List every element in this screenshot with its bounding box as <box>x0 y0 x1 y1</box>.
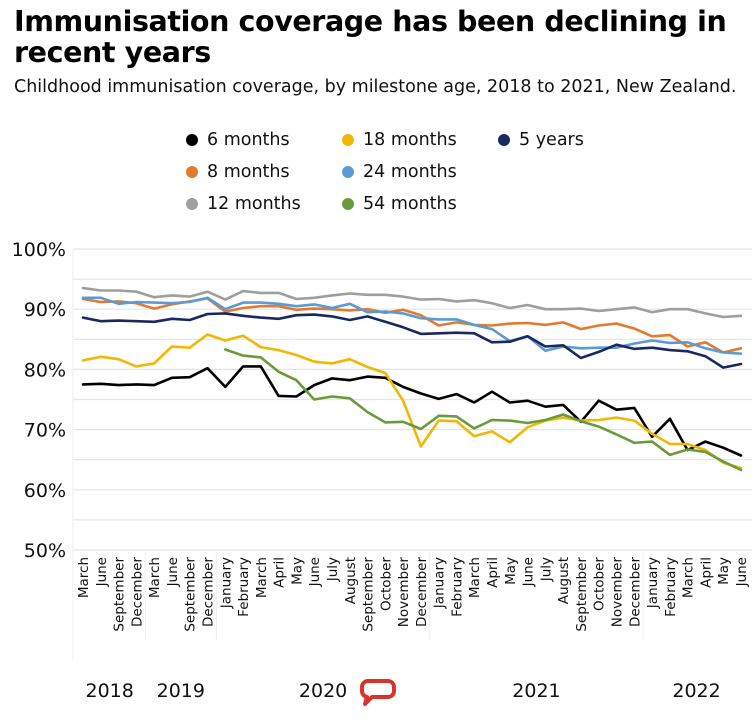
gridlines <box>72 248 752 660</box>
x-tick-label: December <box>414 557 430 627</box>
x-tick-label: April <box>698 557 714 588</box>
x-tick-label: December <box>200 557 216 627</box>
x-tick-label: September <box>112 557 128 632</box>
x-tick-label: July <box>538 557 554 582</box>
x-tick-label: October <box>378 557 394 611</box>
y-tick-label: 50% <box>24 540 66 562</box>
y-axis: 50% 60% 70% 80% 90% 100% <box>12 239 66 562</box>
legend-label-5-years: 5 years <box>519 130 584 150</box>
y-tick-label: 100% <box>12 239 66 261</box>
year-label: 2020 <box>299 680 347 702</box>
legend-label-18-months: 18 months <box>363 130 457 150</box>
x-tick-label: March <box>76 557 92 598</box>
legend-item-6-months[interactable]: 6 months <box>186 130 290 150</box>
series-line-8-months <box>81 297 743 354</box>
legend-label-54-months: 54 months <box>363 194 457 214</box>
legend-item-12-months[interactable]: 12 months <box>186 194 301 214</box>
x-tick-label: June <box>307 557 323 587</box>
y-tick-label: 70% <box>24 420 66 442</box>
x-tick-label: September <box>361 557 377 632</box>
legend-item-8-months[interactable]: 8 months <box>186 162 290 182</box>
x-tick-label: January <box>218 557 234 609</box>
x-tick-label: January <box>432 557 448 609</box>
x-tick-label: November <box>396 557 412 628</box>
x-tick-label: April <box>485 557 501 588</box>
x-tick-label: July <box>325 557 341 582</box>
legend-label-8-months: 8 months <box>207 162 290 182</box>
series-line-5-years <box>81 312 743 369</box>
x-tick-label: May <box>716 557 732 585</box>
series-line-6-months <box>81 365 743 457</box>
x-tick-label: June <box>165 557 181 587</box>
x-tick-label: February <box>449 557 465 617</box>
chart-title: Immunisation coverage has been declining… <box>14 5 727 69</box>
x-tick-label: September <box>574 557 590 632</box>
legend-dot-12-months <box>186 198 198 210</box>
x-tick-label: November <box>610 557 626 628</box>
legend-dot-6-months <box>186 134 198 146</box>
series-line-54-months <box>224 348 743 472</box>
x-tick-label: June <box>94 557 110 587</box>
x-tick-label: March <box>467 557 483 598</box>
legend: 6 months 8 months 12 months 18 months 24… <box>186 130 626 226</box>
year-label: 2019 <box>157 680 205 702</box>
legend-dot-24-months <box>342 166 354 178</box>
x-tick-label: February <box>663 557 679 617</box>
x-tick-label: March <box>681 557 697 598</box>
year-label: 2022 <box>672 680 720 702</box>
x-tick-label: March <box>254 557 270 598</box>
x-tick-label: August <box>343 557 359 604</box>
x-tick-label: December <box>627 557 643 627</box>
x-tick-label: December <box>129 557 145 627</box>
series-lines <box>81 286 743 472</box>
chart-subtitle: Childhood immunisation coverage, by mile… <box>14 77 737 97</box>
series-line-24-months <box>81 296 743 355</box>
x-tick-label: June <box>521 557 537 587</box>
legend-item-18-months[interactable]: 18 months <box>342 130 457 150</box>
x-tick-label: February <box>236 557 252 617</box>
year-label: 2018 <box>85 680 133 702</box>
y-tick-label: 60% <box>24 480 66 502</box>
series-line-12-months <box>81 286 743 319</box>
x-tick-label: August <box>556 557 572 604</box>
x-tick-label: January <box>645 557 661 609</box>
x-axis: March June September December March June Septe… <box>76 552 750 702</box>
legend-label-24-months: 24 months <box>363 162 457 182</box>
x-tick-label: March <box>147 557 163 598</box>
speech-bubble-icon <box>360 679 396 706</box>
series-line-18-months <box>81 333 743 470</box>
legend-item-24-months[interactable]: 24 months <box>342 162 457 182</box>
x-tick-label: June <box>734 557 750 587</box>
legend-dot-8-months <box>186 166 198 178</box>
legend-item-5-years[interactable]: 5 years <box>498 130 584 150</box>
legend-label-6-months: 6 months <box>207 130 290 150</box>
x-tick-label: May <box>289 557 305 585</box>
y-tick-label: 80% <box>24 359 66 381</box>
legend-item-54-months[interactable]: 54 months <box>342 194 457 214</box>
legend-dot-5-years <box>498 134 510 146</box>
x-tick-label: October <box>592 557 608 611</box>
legend-dot-18-months <box>342 134 354 146</box>
legend-label-12-months: 12 months <box>207 194 301 214</box>
year-label: 2021 <box>512 680 560 702</box>
x-tick-label: May <box>503 557 519 585</box>
y-tick-label: 90% <box>24 299 66 321</box>
x-tick-label: April <box>272 557 288 588</box>
legend-dot-54-months <box>342 198 354 210</box>
x-tick-label: September <box>183 557 199 632</box>
